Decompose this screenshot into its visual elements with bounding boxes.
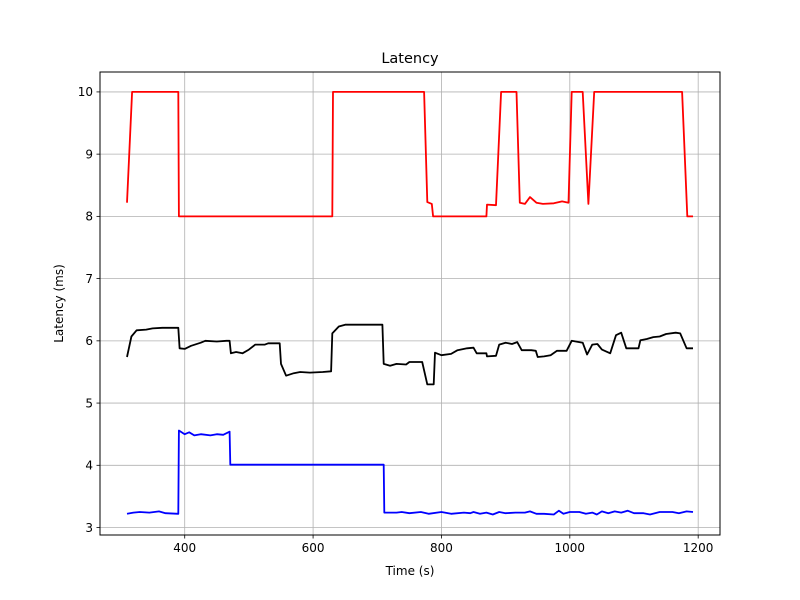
y-tick-label: 8: [85, 210, 93, 224]
y-axis-label: Latency (ms): [52, 264, 66, 343]
x-tick-label: 1200: [683, 541, 714, 555]
y-tick-label: 4: [85, 459, 93, 473]
series-line-2: [126, 323, 693, 386]
x-tick-label: 600: [302, 541, 325, 555]
series-lines: [126, 91, 694, 516]
plot-frame: [99, 71, 721, 536]
x-axis-ticks: 400 600 800 1000 1200: [173, 535, 713, 555]
x-tick-label: 800: [430, 541, 453, 555]
y-tick-label: 3: [85, 521, 93, 535]
y-tick-label: 5: [85, 396, 93, 410]
y-tick-label: 9: [85, 147, 93, 161]
chart-title: Latency: [381, 51, 439, 67]
x-axis-label: Time (s): [385, 564, 435, 578]
series-line-1: [126, 91, 693, 218]
y-axis-ticks: 3 4 5 6 7 8 9 10: [78, 85, 100, 535]
series-line-3: [126, 429, 694, 516]
y-tick-label: 10: [78, 85, 93, 99]
x-tick-label: 400: [173, 541, 196, 555]
x-tick-label: 1000: [555, 541, 586, 555]
y-tick-label: 7: [85, 272, 93, 286]
grid: [100, 72, 720, 535]
y-tick-label: 6: [85, 334, 93, 348]
